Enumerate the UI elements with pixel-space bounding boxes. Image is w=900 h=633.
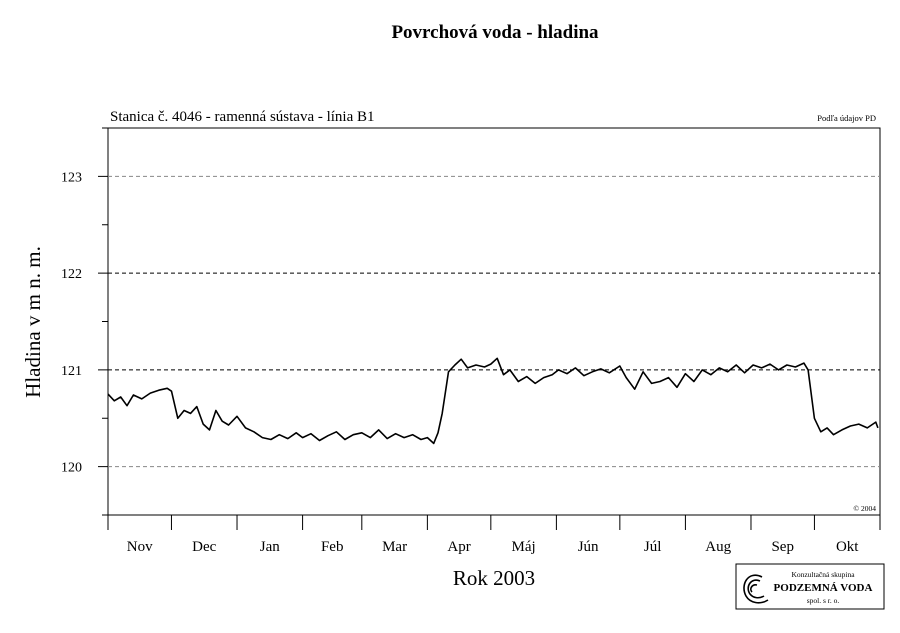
company-logo: Konzultačná skupina PODZEMNÁ VODA spol. … <box>735 563 885 610</box>
x-tick-label: Feb <box>321 539 344 555</box>
copyright-note: © 2004 <box>853 504 876 513</box>
logo-line-2: PODZEMNÁ VODA <box>774 582 873 594</box>
logo-line-1: Konzultačná skupina <box>791 570 855 579</box>
x-tick-label: Jan <box>260 539 280 555</box>
x-tick-label: Nov <box>127 539 153 555</box>
y-tick-label: 123 <box>61 170 82 185</box>
series-line <box>107 357 879 445</box>
x-tick-label: Mar <box>382 539 407 555</box>
x-tick-label: Máj <box>512 539 536 555</box>
x-tick-label: Apr <box>447 539 470 555</box>
logo-line-3: spol. s r. o. <box>807 596 840 605</box>
x-tick-label: Jún <box>578 539 599 555</box>
y-axis-label: Hladina v m n. m. <box>21 246 45 398</box>
gridlines <box>108 175 880 468</box>
spiral-icon <box>743 574 769 604</box>
x-tick-label: Dec <box>192 539 216 555</box>
x-axis-label: Rok 2003 <box>453 566 535 590</box>
y-tick-label: 121 <box>61 364 82 379</box>
y-tick-label: 120 <box>61 461 82 476</box>
y-tick-label: 122 <box>61 267 82 282</box>
x-tick-label: Sep <box>771 539 794 555</box>
plot-frame <box>107 127 881 516</box>
x-tick-label: Aug <box>705 539 731 555</box>
x-tick-label: Okt <box>836 539 859 555</box>
chart-subtitle: Stanica č. 4046 - ramenná sústava - líni… <box>110 109 375 125</box>
x-tick-label: Júl <box>644 539 662 555</box>
source-note: Podľa údajov PD <box>817 113 876 123</box>
y-axis: 120 121 122 123 <box>61 127 108 516</box>
logo-frame <box>735 563 885 610</box>
x-axis: Nov Dec Jan Feb Mar Apr Máj Jún Júl Aug Sep Okt <box>107 514 881 555</box>
chart-title: Povrchová voda - hladina <box>391 22 599 43</box>
